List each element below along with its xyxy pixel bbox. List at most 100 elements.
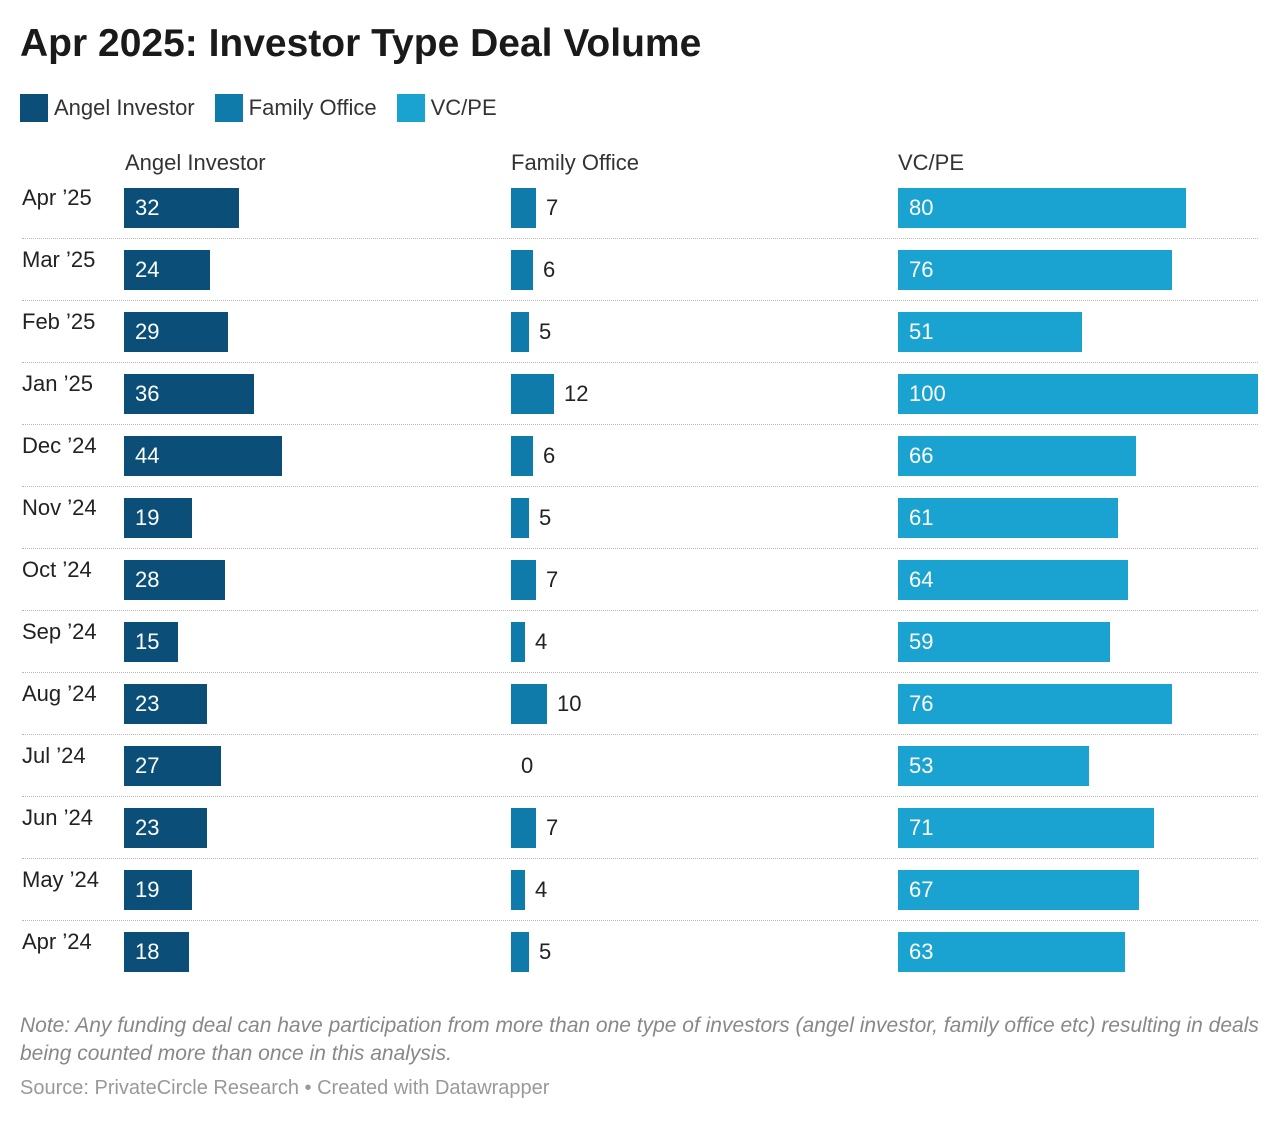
value-label-angel-investor: 19 [135, 877, 160, 902]
row-label: Jun ’24 [22, 805, 93, 830]
bar-family-office [511, 498, 529, 538]
bar-family-office [511, 374, 554, 414]
legend: Angel Investor Family Office VC/PE [20, 92, 517, 124]
row-label: Dec ’24 [22, 433, 97, 458]
bar-family-office [511, 312, 529, 352]
row-feb-25: Feb ’25 29 5 51 [0, 304, 1280, 366]
bar-family-office [511, 808, 536, 848]
row-apr-25: Apr ’25 32 7 80 [0, 180, 1280, 242]
value-label-vc-pe: 67 [909, 877, 934, 902]
legend-item-angel-investor: Angel Investor [20, 94, 195, 122]
bar-angel-investor [124, 312, 228, 352]
bar-angel-investor [124, 808, 207, 848]
value-label-vc-pe: 66 [909, 443, 934, 468]
row-may-24: May ’24 19 4 67 [0, 862, 1280, 924]
chart-rows: Apr ’25 32 7 80 Mar ’25 24 6 76 Feb ’25 29 5 51 Jan … [0, 180, 1280, 986]
value-label-family-office: 4 [535, 629, 548, 654]
legend-item-family-office: Family Office [214, 94, 377, 122]
value-label-angel-investor: 29 [135, 319, 160, 344]
row-oct-24: Oct ’24 28 7 64 [0, 552, 1280, 614]
bar-angel-investor [124, 250, 210, 290]
bar-angel-investor [124, 498, 192, 538]
value-label-angel-investor: 15 [135, 629, 160, 654]
value-label-vc-pe: 100 [909, 381, 946, 406]
bar-angel-investor [124, 188, 239, 228]
chart-title: Apr 2025: Investor Type Deal Volume [20, 22, 702, 65]
bar-vc-pe [898, 498, 1118, 538]
row-label: Mar ’25 [22, 247, 96, 272]
bar-vc-pe [898, 374, 1258, 414]
row-sep-24: Sep ’24 15 4 59 [0, 614, 1280, 676]
value-label-angel-investor: 27 [135, 753, 160, 778]
value-label-family-office: 10 [557, 691, 582, 716]
row-label: Feb ’25 [22, 309, 96, 334]
row-divider [22, 486, 1258, 487]
row-label: Nov ’24 [22, 495, 97, 520]
value-label-angel-investor: 19 [135, 505, 160, 530]
value-label-vc-pe: 59 [909, 629, 934, 654]
value-label-angel-investor: 23 [135, 691, 160, 716]
value-label-family-office: 5 [539, 319, 552, 344]
bar-vc-pe [898, 622, 1110, 662]
row-label: Oct ’24 [22, 557, 92, 582]
row-mar-25: Mar ’25 24 6 76 [0, 242, 1280, 304]
value-label-vc-pe: 51 [909, 319, 934, 344]
row-divider [22, 734, 1258, 735]
row-apr-24: Apr ’24 18 5 63 [0, 924, 1280, 986]
legend-label-family-office: Family Office [248, 95, 377, 120]
row-divider [22, 920, 1258, 921]
bar-angel-investor [124, 870, 192, 910]
row-divider [22, 796, 1258, 797]
chart-source: Source: PrivateCircle Research • Created… [20, 1077, 550, 1099]
value-label-vc-pe: 76 [909, 691, 934, 716]
bar-family-office [511, 188, 536, 228]
row-label: Apr ’24 [22, 929, 92, 954]
value-label-angel-investor: 23 [135, 815, 160, 840]
value-label-vc-pe: 76 [909, 257, 934, 282]
value-label-family-office: 6 [543, 443, 556, 468]
column-header-angel-investor: Angel Investor [125, 150, 266, 175]
bar-vc-pe [898, 560, 1128, 600]
bar-angel-investor [124, 746, 221, 786]
value-label-vc-pe: 64 [909, 567, 934, 592]
row-label: Sep ’24 [22, 619, 97, 644]
value-label-family-office: 7 [546, 195, 559, 220]
bar-family-office [511, 560, 536, 600]
row-divider [22, 610, 1258, 611]
value-label-family-office: 12 [564, 381, 589, 406]
row-divider [22, 238, 1258, 239]
legend-swatch-vc-pe [396, 94, 425, 122]
bar-vc-pe [898, 932, 1125, 972]
bar-family-office [511, 250, 533, 290]
value-label-angel-investor: 32 [135, 195, 160, 220]
value-label-vc-pe: 61 [909, 505, 934, 530]
value-label-angel-investor: 18 [135, 939, 160, 964]
bar-family-office [511, 870, 525, 910]
value-label-angel-investor: 28 [135, 567, 160, 592]
value-label-family-office: 6 [543, 257, 556, 282]
row-nov-24: Nov ’24 19 5 61 [0, 490, 1280, 552]
bar-vc-pe [898, 312, 1082, 352]
legend-label-vc-pe: VC/PE [430, 95, 497, 120]
bar-family-office [511, 932, 529, 972]
bar-angel-investor [124, 622, 178, 662]
bar-angel-investor [124, 684, 207, 724]
bar-angel-investor [124, 932, 189, 972]
legend-swatch-angel-investor [20, 94, 48, 122]
row-divider [22, 424, 1258, 425]
legend-item-vc-pe: VC/PE [396, 94, 497, 122]
row-divider [22, 362, 1258, 363]
row-divider [22, 300, 1258, 301]
value-label-family-office: 7 [546, 567, 559, 592]
value-label-family-office: 5 [539, 505, 552, 530]
bar-angel-investor [124, 436, 282, 476]
value-label-family-office: 5 [539, 939, 552, 964]
bar-angel-investor [124, 560, 225, 600]
row-dec-24: Dec ’24 44 6 66 [0, 428, 1280, 490]
row-label: Jul ’24 [22, 743, 86, 768]
bar-vc-pe [898, 188, 1186, 228]
bar-family-office [511, 436, 533, 476]
value-label-angel-investor: 44 [135, 443, 160, 468]
column-header-family-office: Family Office [511, 150, 639, 175]
row-label: Aug ’24 [22, 681, 97, 706]
